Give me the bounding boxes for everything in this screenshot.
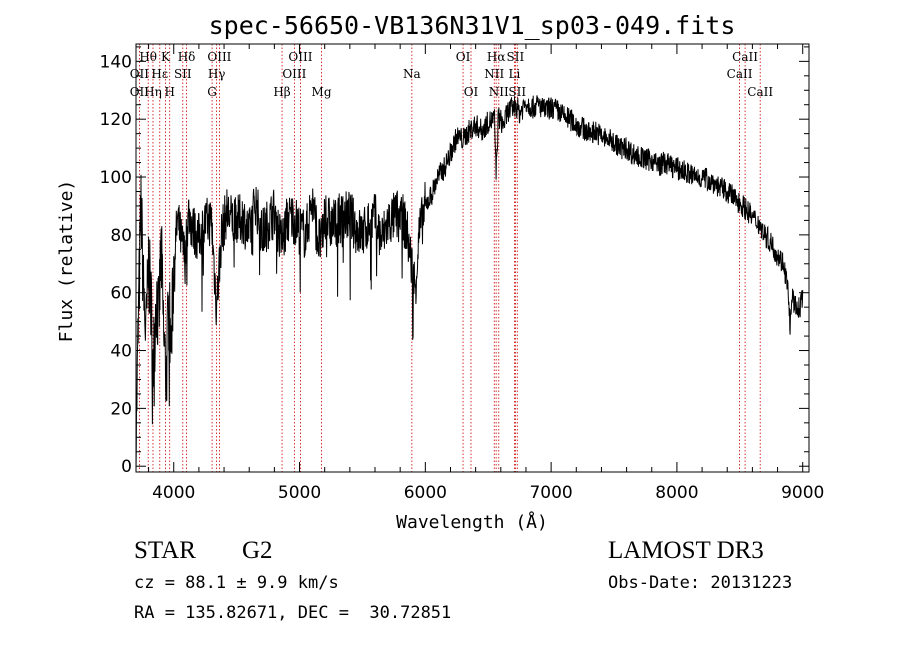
y-tick-label: 80 bbox=[110, 226, 132, 246]
spectral-line-label: OI bbox=[464, 85, 479, 99]
x-tick-label: 6000 bbox=[404, 483, 447, 503]
y-tick-label: 40 bbox=[110, 342, 132, 362]
y-tick-label: 120 bbox=[100, 110, 132, 130]
spectral-line-label: CaII bbox=[747, 85, 773, 99]
spectral-line-label: OII bbox=[130, 85, 150, 99]
spectral-line-label: Li bbox=[508, 67, 520, 81]
x-tick-label: 9000 bbox=[781, 483, 824, 503]
spectral-line-label: NII bbox=[489, 85, 509, 99]
object-subclass: G2 bbox=[242, 537, 273, 564]
x-tick-label: 5000 bbox=[278, 483, 321, 503]
spectral-line-label: OIII bbox=[207, 50, 231, 64]
object-class: STAR bbox=[134, 537, 196, 564]
spectral-line-label: G bbox=[207, 85, 217, 99]
spectral-line-label: CaII bbox=[732, 50, 758, 64]
spectral-line-label: OIII bbox=[282, 67, 306, 81]
flux-curve bbox=[135, 95, 804, 473]
spectral-line-label: Mg bbox=[312, 85, 332, 99]
spectral-line-label: Hβ bbox=[273, 85, 290, 99]
spectral-line-label: SII bbox=[507, 50, 525, 64]
y-tick-label: 100 bbox=[100, 168, 132, 188]
plot-frame bbox=[135, 43, 810, 473]
spectral-line-label: Hδ bbox=[178, 50, 196, 64]
spectral-line-label: Hε bbox=[151, 67, 168, 81]
spectral-line-label: SII bbox=[508, 85, 526, 99]
obs-date-text: Obs-Date: 20131223 bbox=[608, 573, 793, 593]
chart-title: spec-56650-VB136N31V1_sp03-049.fits bbox=[209, 11, 736, 40]
y-tick-label: 60 bbox=[110, 284, 132, 304]
spectral-line-label: Hθ bbox=[139, 50, 157, 64]
spectral-line-label: Hγ bbox=[208, 67, 226, 81]
spectral-line-label: Hη bbox=[144, 85, 162, 99]
x-axis-label: Wavelength (Å) bbox=[396, 511, 548, 533]
x-tick-label: 7000 bbox=[529, 483, 572, 503]
spectral-line-label: SII bbox=[174, 67, 192, 81]
spectral-line-label: K bbox=[161, 50, 171, 64]
spectral-line-label: OIII bbox=[288, 50, 312, 64]
spectral-line-label: OII bbox=[130, 67, 150, 81]
x-axis-ticks: 4000 5000 6000 7000 8000 9000 bbox=[148, 44, 824, 503]
x-tick-label: 8000 bbox=[655, 483, 698, 503]
spectral-line-label: OI bbox=[456, 50, 471, 64]
spectral-line-label: Na bbox=[403, 67, 421, 81]
redshift-text: cz = 88.1 ± 9.9 km/s bbox=[134, 573, 339, 593]
y-tick-label: 0 bbox=[121, 457, 132, 477]
coordinates-text: RA = 135.82671, DEC = 30.72851 bbox=[134, 603, 452, 623]
y-tick-label: 20 bbox=[110, 399, 132, 419]
survey-name: LAMOST DR3 bbox=[608, 537, 764, 564]
spectral-line-label: NII bbox=[484, 67, 504, 81]
y-axis-label: Flux (relative) bbox=[56, 180, 77, 343]
spectral-line-label: H bbox=[164, 85, 174, 99]
spectral-line-label: Hα bbox=[487, 50, 506, 64]
y-axis-ticks: 0 20 40 60 80 100 120 140 bbox=[100, 46, 809, 477]
y-tick-label: 140 bbox=[100, 52, 132, 72]
x-tick-label: 4000 bbox=[152, 483, 195, 503]
spectral-line-markers bbox=[138, 44, 761, 472]
spectral-line-label: CaII bbox=[727, 67, 753, 81]
curve-layer bbox=[135, 95, 804, 473]
